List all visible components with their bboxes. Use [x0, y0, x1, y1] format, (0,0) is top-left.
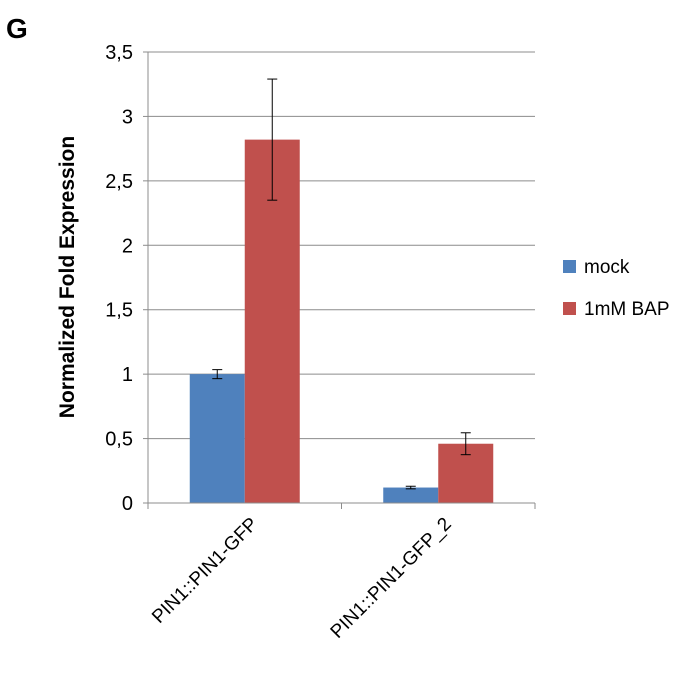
bars [189, 139, 494, 503]
y-tick-label: 2 [122, 235, 133, 257]
legend: mock 1mM BAP [563, 257, 670, 320]
bar-0-0 [189, 374, 245, 503]
y-tick-label: 0,5 [105, 429, 133, 451]
y-tick-label: 3,5 [105, 42, 133, 64]
x-category-labels: PIN1::PIN1-GFP PIN1::PIN1-GFP_2 [148, 514, 456, 643]
y-tick-label: 1,5 [105, 300, 133, 322]
bar-0-1 [383, 487, 439, 503]
legend-swatch [563, 302, 576, 315]
x-category-label: PIN1::PIN1-GFP [148, 514, 262, 628]
y-tick-label: 2,5 [105, 171, 133, 193]
y-tick-labels: 0 0,5 1 1,5 2 2,5 3 3,5 [105, 42, 133, 515]
axes [143, 51, 536, 509]
y-tick-label: 1 [122, 364, 133, 386]
legend-label: mock [584, 257, 630, 278]
x-category-label: PIN1::PIN1-GFP_2 [327, 514, 456, 643]
panel-label: G [6, 13, 28, 44]
y-tick-label: 3 [122, 106, 133, 128]
legend-swatch [563, 260, 576, 273]
error-bars [212, 78, 471, 490]
legend-label: 1mM BAP [584, 299, 670, 320]
y-tick-label: 0 [122, 493, 133, 515]
y-axis-title: Normalized Fold Expression [56, 136, 79, 418]
